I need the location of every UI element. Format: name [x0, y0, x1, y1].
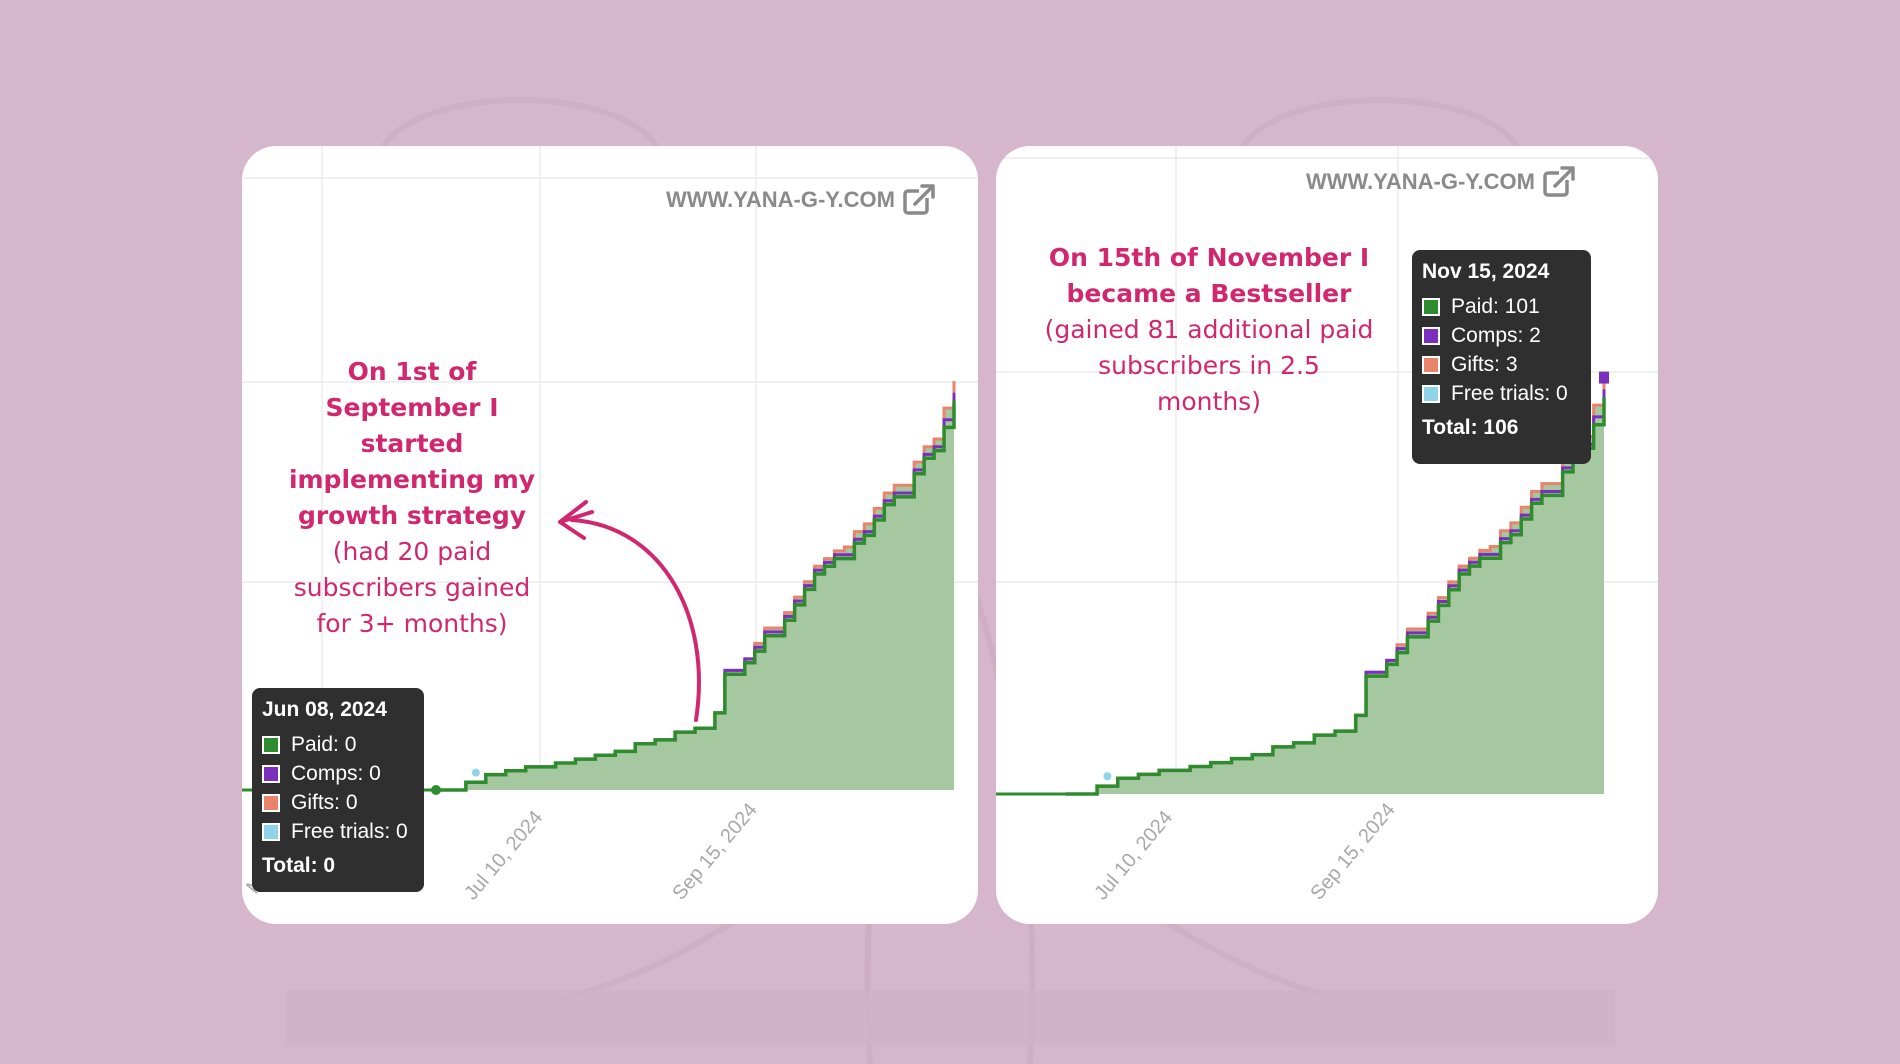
left-chart-card: WWW.YANA-G-Y.COM On 1st of September I s… — [242, 146, 978, 924]
tooltip-row-paid: Paid: 0 — [262, 730, 412, 759]
right-subscriber-chart — [996, 146, 1658, 796]
left-tooltip: Jun 08, 2024 Paid: 0 Comps: 0 Gifts: 0 F… — [252, 688, 424, 892]
right-chart-card: WWW.YANA-G-Y.COM On 15th of November I b… — [996, 146, 1658, 924]
annotation-bold-line: growth strategy — [297, 501, 527, 530]
annotation-sub-line: for 3+ months) — [316, 609, 508, 638]
tooltip-row-gifts: Gifts: 3 — [1422, 350, 1579, 379]
annotation-sub-line: subscribers gained — [293, 573, 531, 602]
annotation-sub-line: (had 20 paid — [332, 537, 492, 566]
tooltip-comps: Comps: 0 — [291, 761, 381, 785]
left-subscriber-chart — [242, 146, 978, 795]
external-link-icon — [903, 184, 935, 215]
annotation-sub-line: (gained 81 additional paid — [1044, 315, 1374, 344]
gifts-swatch — [1422, 355, 1440, 374]
tooltip-total: Total: 106 — [1422, 416, 1519, 439]
free-trials-point — [1103, 772, 1112, 781]
tooltip-gifts: Gifts: 3 — [1451, 352, 1518, 376]
paid-line — [436, 400, 956, 792]
paid-line — [1066, 397, 1606, 796]
tooltip-comps: Comps: 2 — [1451, 323, 1541, 347]
tooltip-free-trials: Free trials: 0 — [1451, 381, 1568, 405]
annotation-bold-line: September I started — [325, 393, 499, 458]
watermark-link[interactable]: WWW.YANA-G-Y.COM — [666, 182, 937, 218]
watermark-link[interactable]: WWW.YANA-G-Y.COM — [1306, 164, 1577, 200]
tooltip-row-gifts: Gifts: 0 — [262, 788, 412, 817]
tooltip-total: Total: 0 — [262, 854, 336, 877]
hover-marker — [1599, 371, 1609, 384]
annotation-bold-line: On 1st of — [347, 357, 477, 386]
left-annotation: On 1st of September I started implementi… — [272, 354, 552, 642]
comps-swatch — [1422, 326, 1440, 345]
tooltip-gifts: Gifts: 0 — [291, 790, 358, 814]
paid-area — [436, 381, 954, 790]
paid-swatch — [1422, 297, 1440, 316]
gifts-swatch — [262, 793, 280, 812]
annotation-sub-line: subscribers in 2.5 — [1098, 351, 1320, 380]
annotation-sub-line: months) — [1157, 387, 1261, 416]
annotation-bold-line: On 15th of November I — [1048, 243, 1370, 272]
tooltip-row-free-trials: Free trials: 0 — [1422, 379, 1579, 408]
annotation-arrow — [570, 518, 701, 722]
tooltip-paid: Paid: 101 — [1451, 294, 1540, 318]
free-trials-swatch — [1422, 384, 1440, 403]
tooltip-row-paid: Paid: 101 — [1422, 292, 1579, 321]
paid-area — [1066, 377, 1604, 794]
hover-marker — [431, 785, 441, 795]
right-annotation: On 15th of November I became a Bestselle… — [1044, 240, 1374, 420]
tooltip-date: Jun 08, 2024 — [262, 698, 387, 721]
free-trials-point — [471, 768, 480, 777]
tooltip-row-free-trials: Free trials: 0 — [262, 817, 412, 846]
paid-swatch — [262, 735, 280, 754]
tooltip-paid: Paid: 0 — [291, 732, 357, 756]
external-link-icon — [1543, 166, 1575, 197]
watermark-text: WWW.YANA-G-Y.COM — [1306, 169, 1535, 194]
annotation-bold-line: implementing my — [288, 465, 536, 494]
annotation-bold-line: became a Bestseller — [1066, 279, 1352, 308]
watermark-text: WWW.YANA-G-Y.COM — [666, 187, 895, 212]
tooltip-row-comps: Comps: 0 — [262, 759, 412, 788]
tooltip-row-comps: Comps: 2 — [1422, 321, 1579, 350]
tooltip-free-trials: Free trials: 0 — [291, 819, 408, 843]
free-trials-swatch — [262, 822, 280, 841]
comps-swatch — [262, 764, 280, 783]
tooltip-date: Nov 15, 2024 — [1422, 260, 1550, 283]
annotation-arrowhead — [558, 500, 594, 540]
right-tooltip: Nov 15, 2024 Paid: 101 Comps: 2 Gifts: 3… — [1412, 250, 1591, 464]
